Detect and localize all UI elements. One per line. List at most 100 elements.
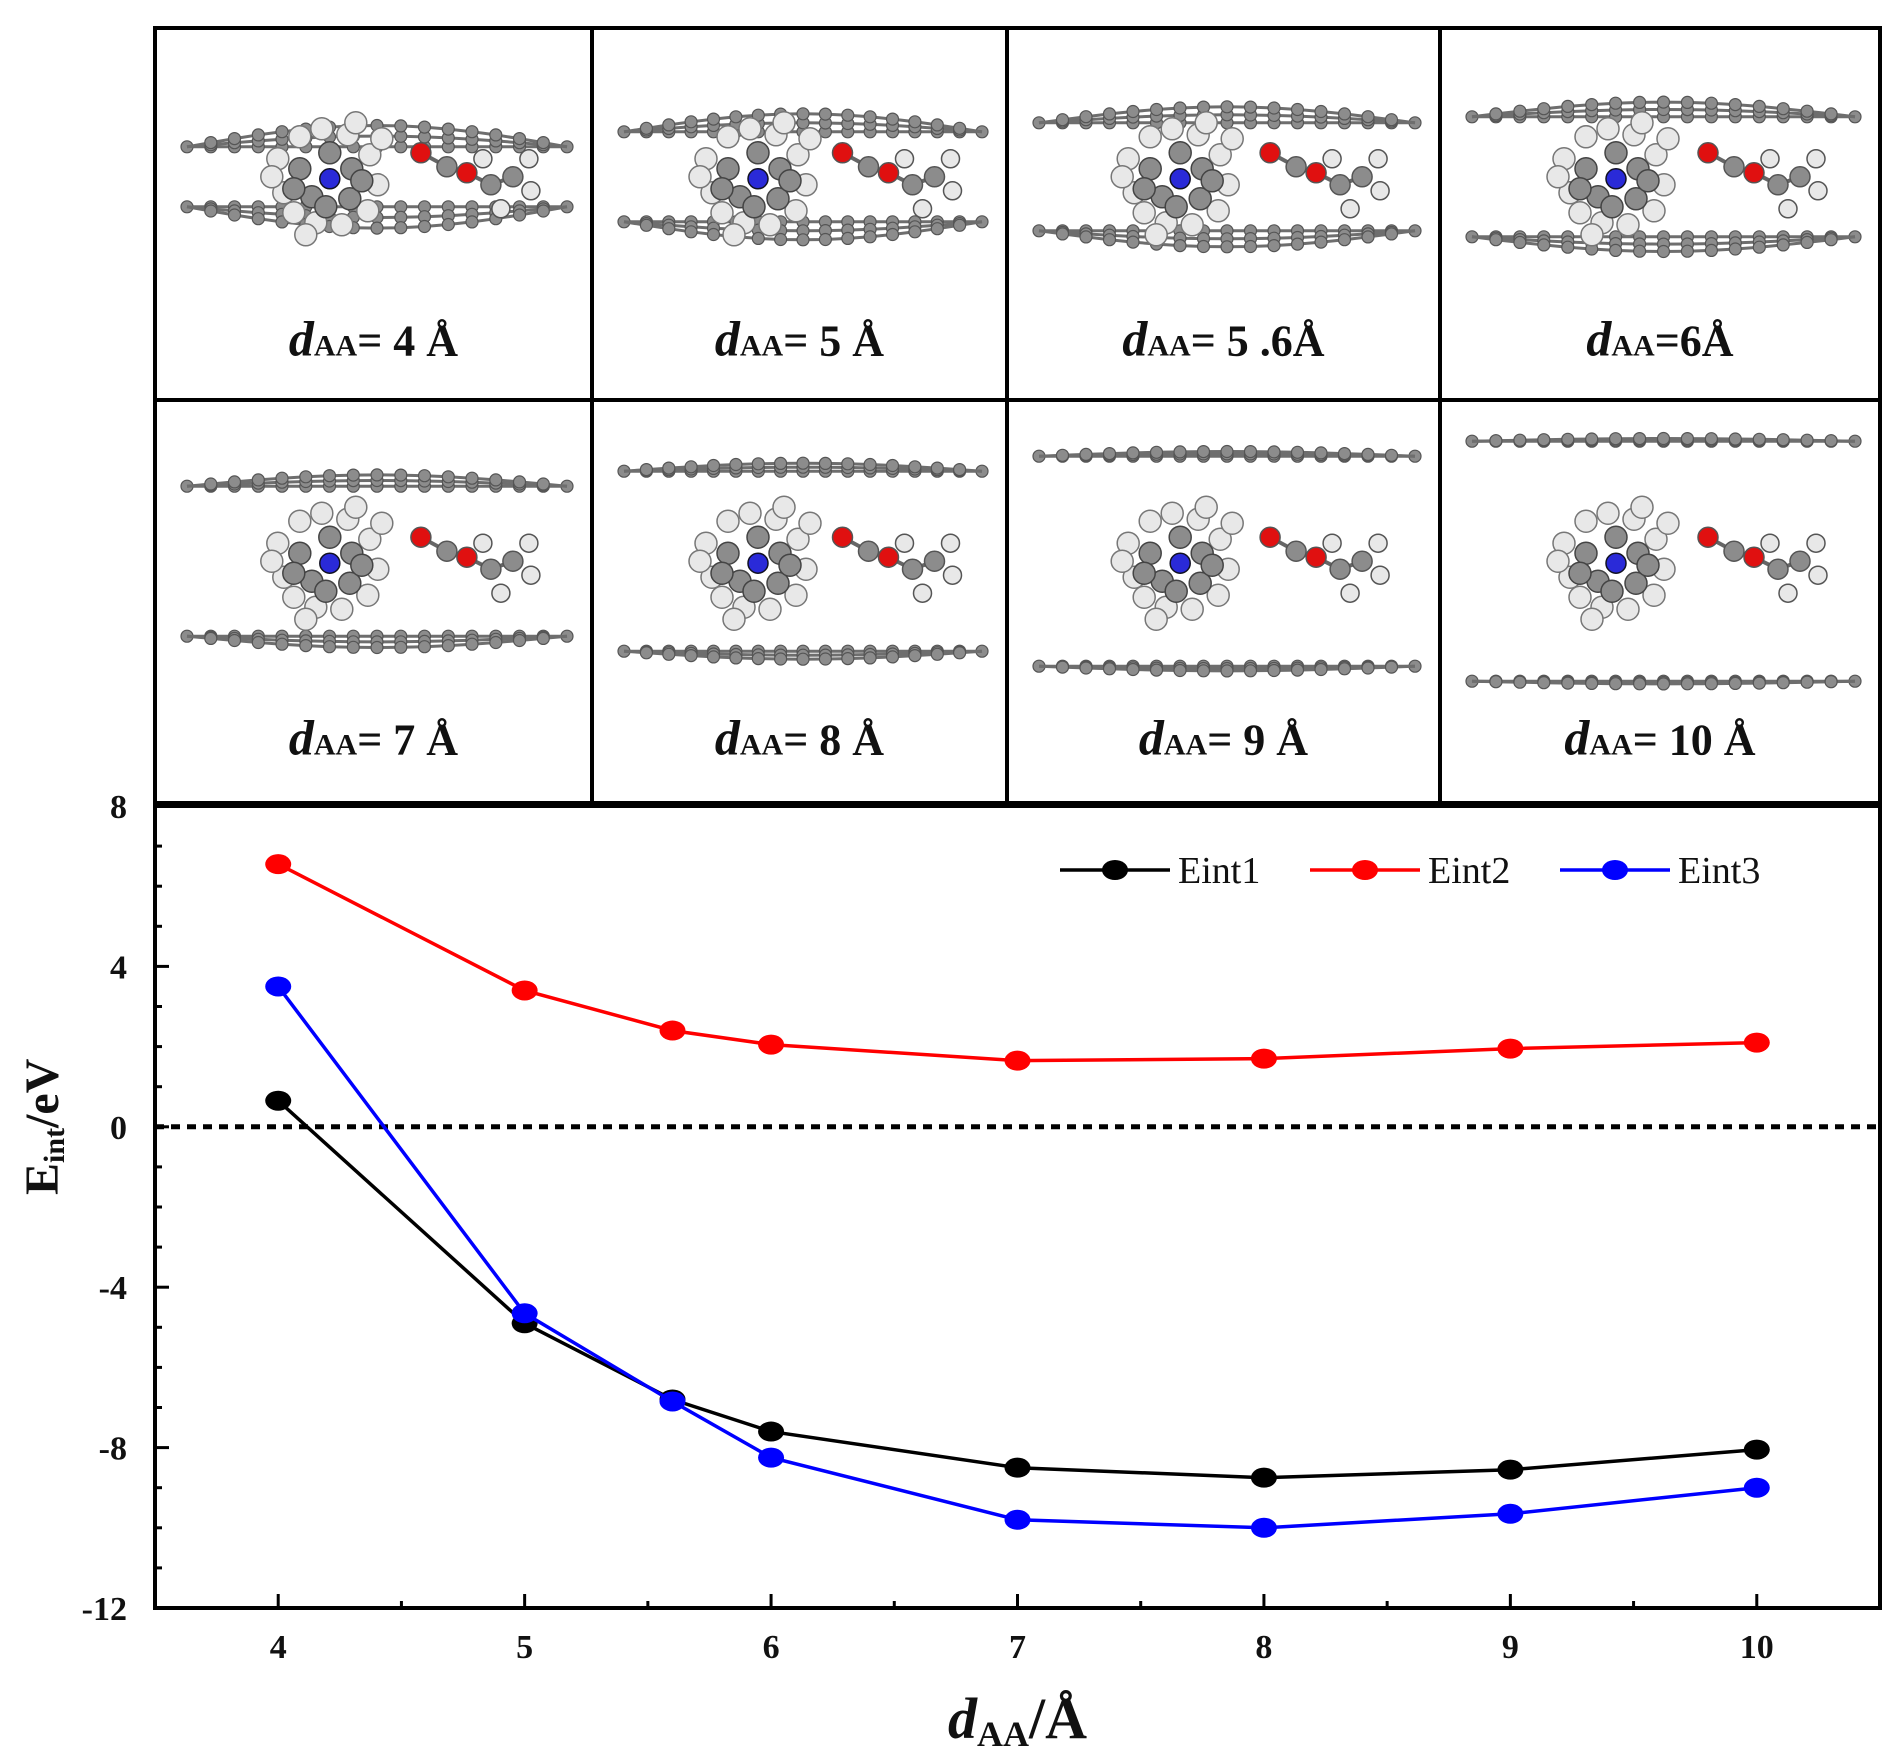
carbon-atom [1824,107,1838,121]
carbon-atom [1600,579,1624,603]
hydrogen-atom [716,125,740,149]
carbon-atom [778,169,802,193]
carbon-atom [251,212,265,226]
hydrogen-atom [1568,201,1592,225]
carbon-atom [1102,662,1117,676]
hydrogen-atom [1778,583,1798,603]
panel-label-value: = 10 Å [1633,716,1756,765]
carbon-atom [536,631,550,646]
panel-label-subscript: AA [1589,729,1633,762]
hydrogen-atom [1206,583,1230,607]
y-tick-label: 4 [110,949,127,986]
data-point [758,1447,785,1468]
series-line [277,862,1757,1063]
carbon-atom [251,473,265,487]
carbon-atom [1624,187,1648,211]
carbon-atom [512,132,527,146]
carbon-atom [1752,99,1766,114]
carbon-atom [282,561,306,585]
carbon-atom [512,475,527,489]
graphene-sheet [1032,444,1422,463]
data-point [1004,1509,1031,1530]
carbon-atom [1329,558,1351,580]
carbon-atom [1636,169,1660,193]
carbon-atom [322,640,337,654]
x-axis-title-main: d [948,1686,978,1751]
carbon-atom [441,217,455,232]
carbon-atom [322,469,337,483]
nitrogen-atom [1169,552,1191,574]
carbon-atom [1824,233,1838,247]
carbon-atom [288,157,312,181]
panel-label: dAA=6Å [1586,310,1733,366]
anion-molecule [410,142,541,219]
carbon-atom [1126,662,1140,677]
graphene-sheet [617,456,989,478]
legend-label: Eint1 [1178,850,1260,892]
carbon-atom [841,231,855,245]
carbon-atom [489,635,503,650]
structure-panel: dAA= 5 .6Å [1032,100,1422,366]
carbon-atom [729,457,743,472]
carbon-atom [1824,675,1838,689]
hydrogen-atom [1138,509,1162,533]
carbon-atom [1728,97,1742,112]
graphene-sheet [1465,230,1862,259]
carbon-atom [1079,447,1093,461]
data-point [1250,1048,1277,1069]
carbon-atom [1604,525,1628,549]
hydrogen-atom [1370,565,1390,585]
carbon-atom [751,457,765,471]
carbon-atom [370,640,384,655]
hydrogen-atom [1132,201,1156,225]
carbon-atom [1055,113,1070,127]
hydrogen-atom [282,585,306,609]
carbon-atom [1314,235,1328,249]
carbon-atom [1585,676,1599,691]
cation-molecule [1110,495,1244,631]
carbon-atom [1267,101,1281,115]
hydrogen-atom [358,527,382,551]
data-point [758,1034,785,1055]
panel-label: dAA= 10 Å [1564,710,1755,766]
carbon-atom [417,120,432,134]
carbon-atom [766,187,790,211]
anion-molecule [410,526,541,603]
carbon-atom [1200,169,1224,193]
hydrogen-atom [710,585,734,609]
hydrogen-atom [1616,597,1640,621]
carbon-atom [1361,447,1375,461]
carbon-atom [857,156,880,178]
hydrogen-atom [1110,165,1134,189]
hydrogen-atom [1160,117,1184,141]
series-line [277,1099,1757,1480]
hydrogen-atom [356,583,380,607]
carbon-atom [818,456,833,470]
carbon-atom [1513,433,1527,447]
carbon-atom [1329,174,1351,196]
panel-grid-frame [153,26,1882,805]
carbon-atom [1361,110,1375,124]
data-point [659,1020,686,1041]
cation-molecule [688,495,822,631]
oxygen-atom [456,546,478,568]
carbon-atom [796,652,810,666]
carbon-atom [1574,541,1598,565]
carbon-atom [885,650,900,664]
hydrogen-atom [1340,199,1360,219]
carbon-atom [1728,242,1742,256]
oxygen-atom [1305,546,1327,568]
carbon-atom [1656,431,1671,446]
panel-label-value: = 8 Å [783,716,884,765]
carbon-atom [1636,553,1660,577]
carbon-atom [314,579,338,603]
carbon-atom [796,233,810,247]
carbon-atom [1126,104,1140,119]
carbon-atom [417,219,432,234]
oxygen-atom [831,526,854,548]
hydrogen-atom [786,143,810,167]
carbon-atom [436,156,458,178]
hydrogen-atom [1220,127,1244,151]
structure-panel: dAA= 9 Å [1032,444,1422,766]
